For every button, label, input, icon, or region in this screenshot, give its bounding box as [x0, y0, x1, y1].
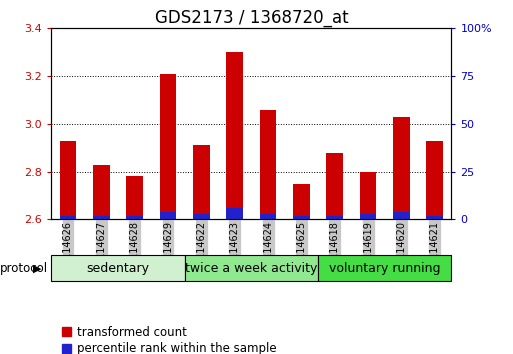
Bar: [393, 117, 410, 219]
Bar: [185, 255, 318, 281]
Bar: [126, 177, 143, 219]
Bar: [260, 110, 277, 219]
Bar: [360, 172, 377, 219]
Bar: [326, 216, 343, 219]
Bar: [426, 141, 443, 219]
Bar: [51, 255, 185, 281]
Bar: [160, 74, 176, 219]
Bar: [226, 52, 243, 219]
Bar: [126, 216, 143, 219]
Bar: [260, 214, 277, 219]
Bar: [360, 214, 377, 219]
Legend: transformed count, percentile rank within the sample: transformed count, percentile rank withi…: [57, 321, 282, 354]
Bar: [160, 212, 176, 219]
Text: ▶: ▶: [32, 263, 41, 273]
Bar: [318, 255, 451, 281]
Title: GDS2173 / 1368720_at: GDS2173 / 1368720_at: [154, 9, 348, 27]
Bar: [326, 153, 343, 219]
Bar: [293, 184, 310, 219]
Bar: [426, 216, 443, 219]
Text: voluntary running: voluntary running: [329, 262, 441, 275]
Bar: [293, 216, 310, 219]
Bar: [93, 165, 110, 219]
Bar: [93, 216, 110, 219]
Text: protocol: protocol: [0, 262, 48, 275]
Bar: [393, 212, 410, 219]
Bar: [193, 145, 210, 219]
Text: sedentary: sedentary: [87, 262, 149, 275]
Bar: [193, 214, 210, 219]
Bar: [226, 208, 243, 219]
Bar: [60, 216, 76, 219]
Text: twice a week activity: twice a week activity: [185, 262, 318, 275]
Bar: [60, 141, 76, 219]
